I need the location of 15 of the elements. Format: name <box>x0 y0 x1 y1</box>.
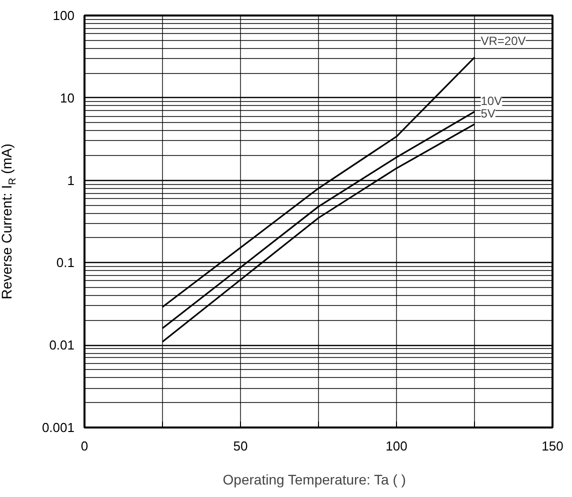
y-tick-label: 100 <box>52 8 75 23</box>
y-axis-title: Reverse Current: IR (mA) <box>0 144 18 300</box>
x-tick-label: 50 <box>233 438 248 454</box>
series-label: VR=20V <box>480 34 526 48</box>
y-tick-label: 0.1 <box>56 255 75 270</box>
y-tick-label: 0.001 <box>42 420 75 435</box>
x-tick-label: 0 <box>80 438 88 454</box>
y-tick-label: 0.01 <box>49 338 75 353</box>
x-tick-label: 150 <box>542 438 564 454</box>
y-tick-label: 1 <box>67 172 75 188</box>
series-label: 10V <box>480 94 502 108</box>
series-label: 5V <box>480 106 496 120</box>
x-axis-title: Operating Temperature: Ta ( ) <box>222 472 406 488</box>
y-tick-label: 10 <box>60 90 75 106</box>
x-tick-label: 100 <box>386 438 408 454</box>
